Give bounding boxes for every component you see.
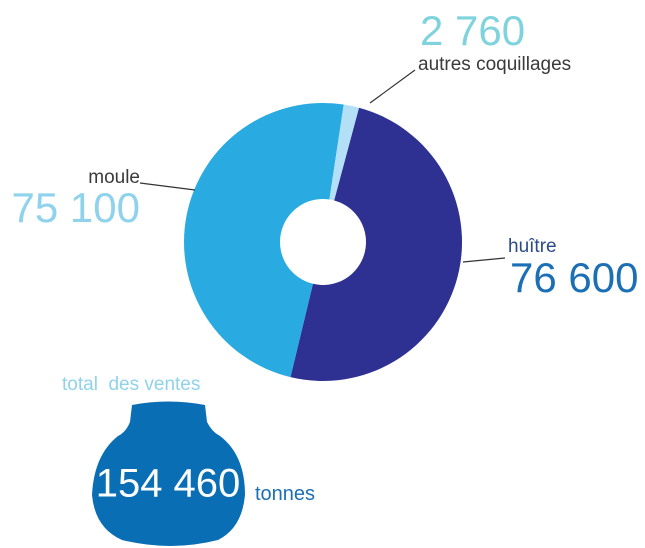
total-value: 154 460 xyxy=(96,462,241,506)
shell xyxy=(92,401,245,546)
slice xyxy=(184,103,344,378)
slice-label: autres coquillages xyxy=(418,54,571,75)
leader-line xyxy=(462,257,506,263)
slice xyxy=(290,107,463,382)
total-title: total des ventes xyxy=(62,374,200,395)
slice-value: 2 760 xyxy=(420,7,525,54)
slice-value: 76 600 xyxy=(510,254,638,301)
slice-label: moule xyxy=(88,167,140,188)
slice-value: 75 100 xyxy=(12,184,140,231)
slice xyxy=(329,104,359,201)
leader-line xyxy=(369,69,416,104)
total-unit: tonnes xyxy=(255,483,315,505)
slice-label: huître xyxy=(508,236,557,257)
leader-line xyxy=(139,182,196,191)
